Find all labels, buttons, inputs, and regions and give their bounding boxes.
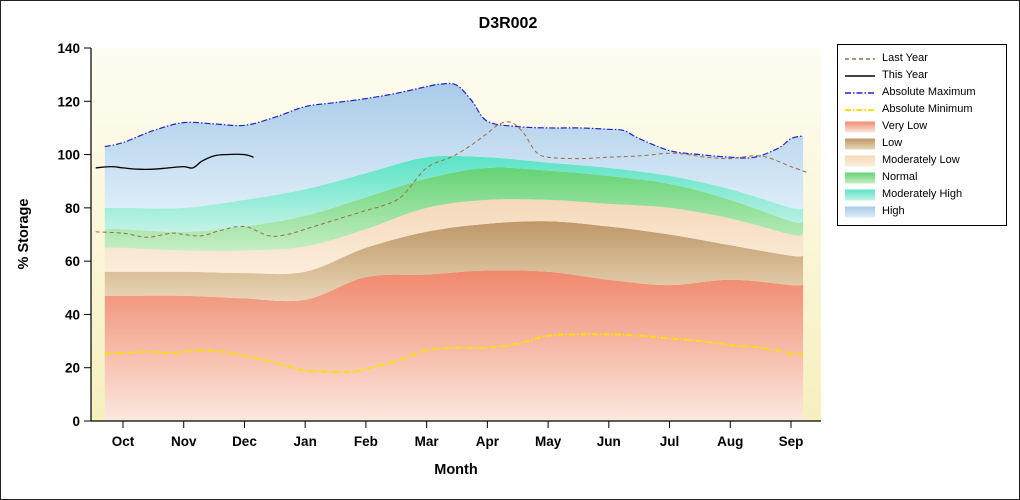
x-tick-label: Jan	[294, 434, 317, 449]
y-tick-label: 0	[72, 414, 80, 429]
band-very-low	[104, 270, 804, 421]
line-absolute-minimum	[104, 333, 804, 373]
y-tick-label: 100	[57, 148, 80, 163]
x-tick-label: Apr	[476, 434, 500, 449]
x-tick-label: Oct	[112, 434, 135, 449]
x-tick-label: Sep	[779, 434, 804, 449]
line-last-year	[95, 121, 810, 238]
line-absolute-maximum	[104, 82, 804, 159]
line-this-year	[95, 153, 254, 170]
y-axis-title: % Storage	[16, 199, 32, 270]
legend-swatch-absolute-maximum	[845, 91, 875, 94]
legend-item-absolute-maximum: Absolute Maximum	[844, 84, 1000, 101]
legend-item-high: High	[844, 203, 1000, 220]
y-tick-label: 120	[57, 94, 80, 109]
legend-swatch-low	[845, 138, 875, 149]
x-tick-label: Mar	[415, 434, 440, 449]
band-moderately-low	[104, 199, 804, 275]
legend-label: This Year	[882, 69, 928, 81]
legend-swatch-last-year	[845, 57, 875, 60]
x-axis-title: Month	[434, 462, 477, 478]
legend-swatch-high	[845, 206, 875, 217]
legend-label: Last Year	[882, 52, 928, 64]
legend-swatch-moderately-low	[845, 155, 875, 166]
legend-label: Moderately Low	[882, 154, 960, 166]
legend-item-very-low: Very Low	[844, 118, 1000, 135]
y-tick-label: 140	[57, 41, 80, 56]
y-tick-label: 80	[65, 201, 80, 216]
band-moderately-high	[104, 155, 804, 232]
legend-label: Absolute Minimum	[882, 103, 973, 115]
x-tick-label: Aug	[717, 434, 743, 449]
legend-swatch-this-year	[845, 74, 875, 77]
legend-item-this-year: This Year	[844, 67, 1000, 84]
legend-swatch-absolute-minimum	[845, 108, 875, 111]
chart-legend: Last Year This Year Absolute Maximum Absolu…	[837, 44, 1007, 226]
legend-label: Moderately High	[882, 188, 963, 200]
legend-swatch-very-low	[845, 121, 875, 132]
legend-item-moderately-low: Moderately Low	[844, 152, 1000, 169]
x-tick-label: May	[535, 434, 562, 449]
legend-item-absolute-minimum: Absolute Minimum	[844, 101, 1000, 118]
legend-item-low: Low	[844, 135, 1000, 152]
y-tick-label: 40	[65, 307, 80, 322]
legend-swatch-normal	[845, 172, 875, 183]
legend-label: High	[882, 205, 905, 217]
band-low	[104, 221, 804, 302]
legend-label: Absolute Maximum	[882, 86, 976, 98]
x-tick-label: Nov	[171, 434, 197, 449]
y-tick-label: 60	[65, 254, 80, 269]
legend-item-last-year: Last Year	[844, 50, 1000, 67]
band-high	[104, 83, 804, 210]
chart-title: D3R002	[479, 15, 538, 32]
legend-label: Normal	[882, 171, 918, 183]
y-tick-label: 20	[65, 361, 80, 376]
x-tick-label: Jun	[597, 434, 621, 449]
legend-item-normal: Normal	[844, 169, 1000, 186]
x-tick-label: Feb	[354, 434, 378, 449]
x-tick-label: Jul	[660, 434, 680, 449]
x-tick-label: Dec	[232, 434, 257, 449]
band-normal	[104, 167, 804, 251]
legend-label: Very Low	[882, 120, 928, 132]
legend-label: Low	[882, 137, 903, 149]
legend-item-moderately-high: Moderately High	[844, 186, 1000, 203]
legend-swatch-moderately-high	[845, 189, 875, 200]
